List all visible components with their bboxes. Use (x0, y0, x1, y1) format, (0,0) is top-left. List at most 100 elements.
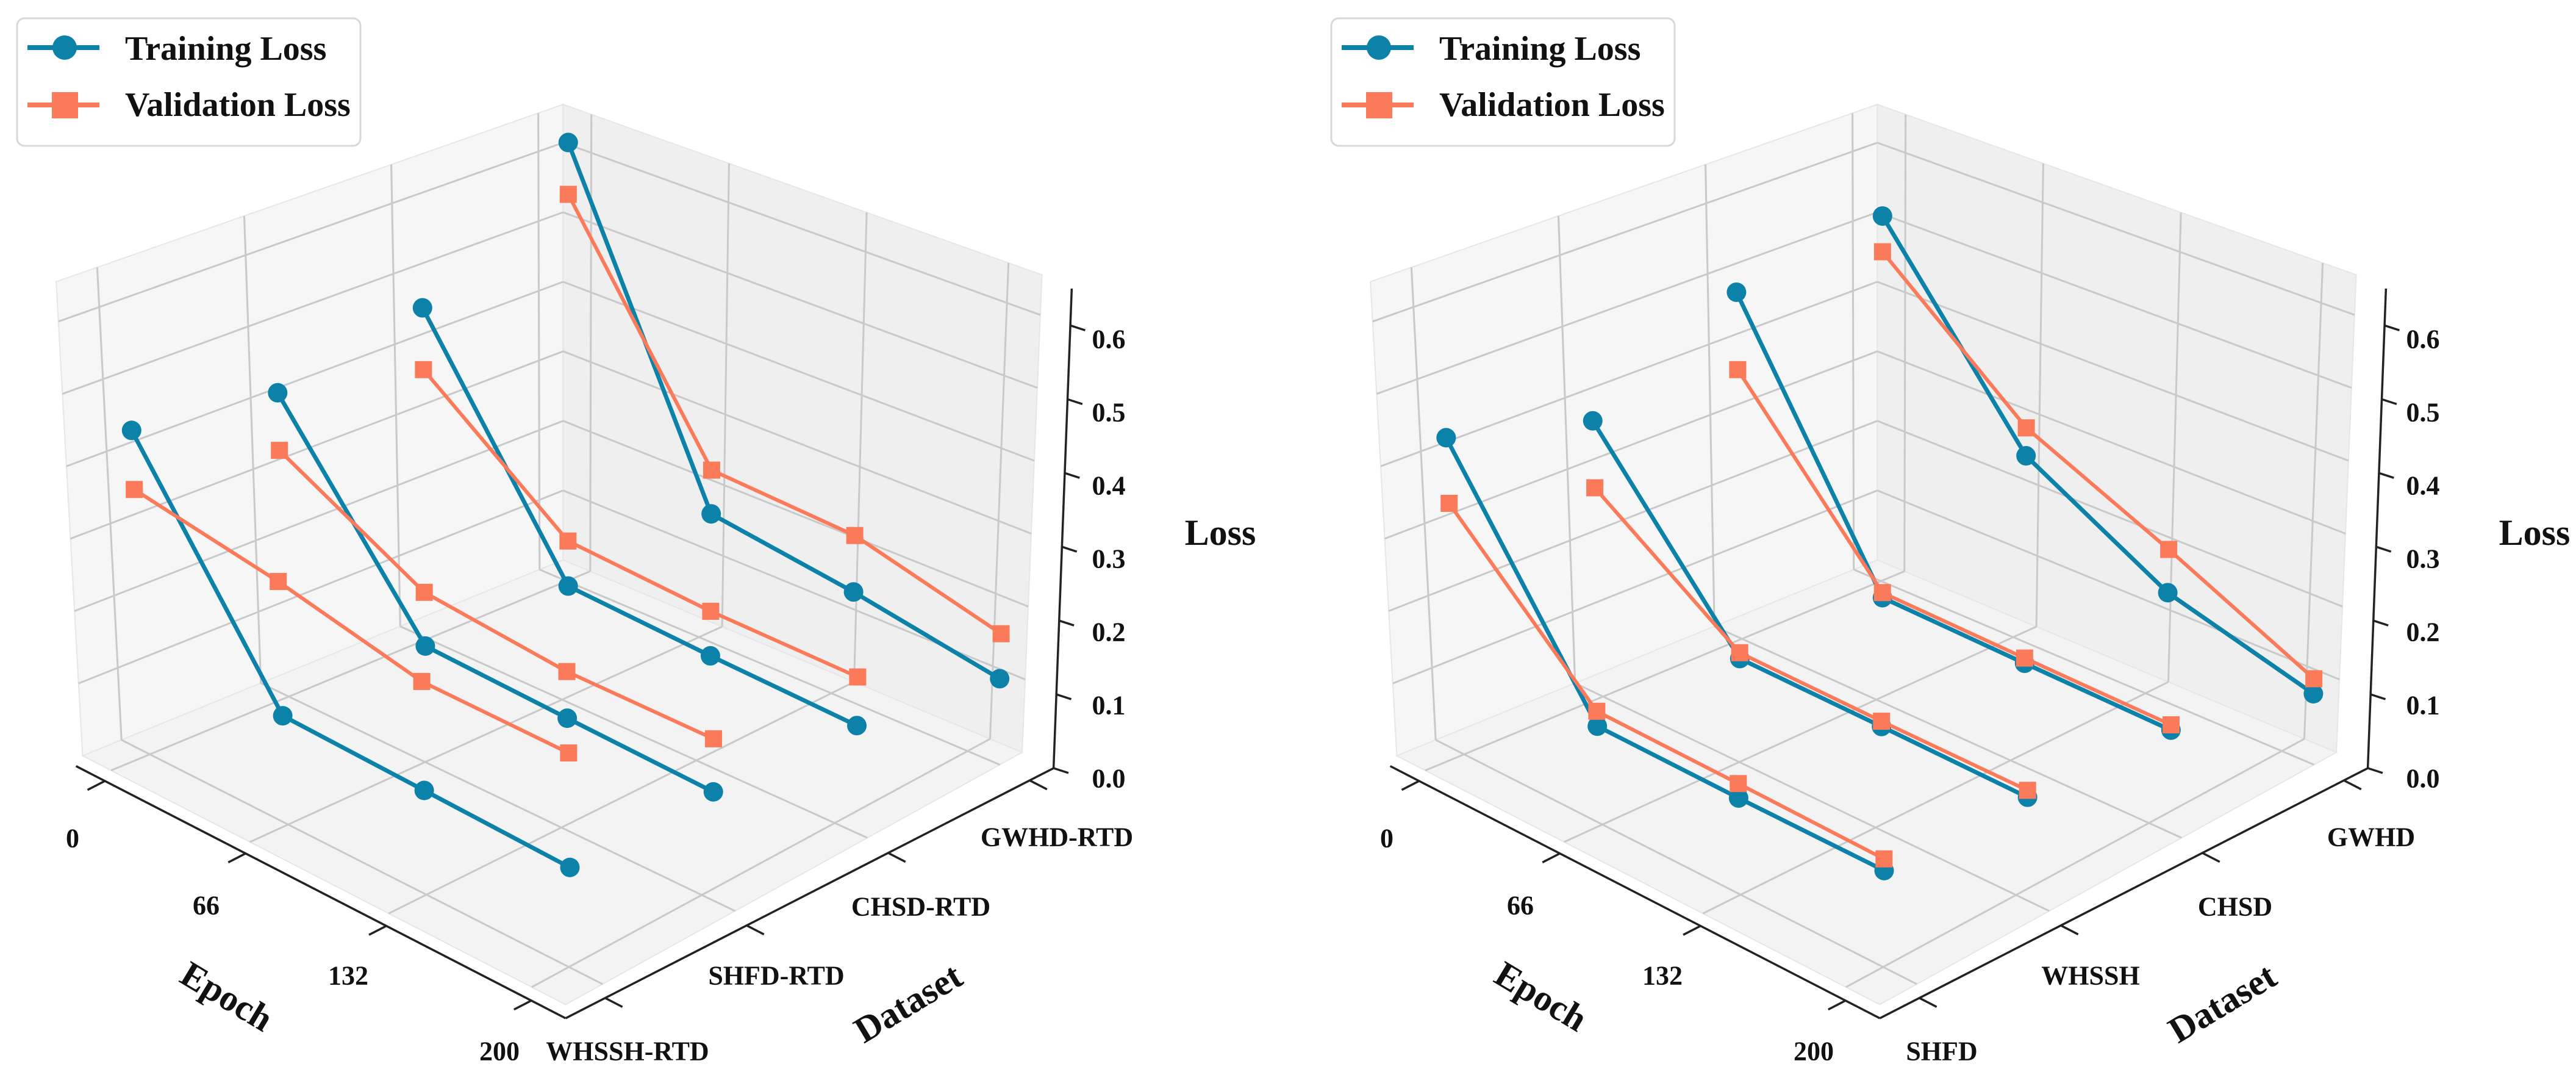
validation-loss-point (413, 672, 431, 690)
validation-loss-point (2016, 649, 2033, 667)
loss-tick-mark (1061, 545, 1078, 553)
training-loss-point (1583, 411, 1603, 431)
validation-loss-point (1586, 479, 1604, 497)
dataset-tick-label: SHFD (1906, 1037, 1977, 1067)
validation-loss-point (560, 744, 578, 762)
grid-line-epoch-floor (388, 681, 855, 915)
grid-line-z-right (1877, 211, 2352, 389)
training-loss-point (560, 857, 580, 877)
legend-box (16, 17, 362, 147)
validation-loss-line-shfd (1447, 502, 1885, 861)
validation-loss-point (1873, 584, 1891, 602)
validation-loss-point (2163, 716, 2180, 733)
grid-line-z-left (1376, 211, 1878, 395)
grid-line-z-left (1372, 142, 1878, 323)
grid-line-dataset-floor (1435, 739, 1917, 985)
grid-line-z-left (62, 211, 564, 395)
training-loss-point (273, 706, 293, 726)
training-loss-point (990, 669, 1010, 689)
epoch-tick-label: 132 (1642, 961, 1683, 991)
training-loss-line-gwhd (1880, 215, 2315, 696)
epoch-tick-label: 200 (1794, 1037, 1834, 1067)
loss-tick-mark (1070, 324, 1086, 331)
loss-tick-label: 0.3 (1092, 544, 1126, 574)
grid-line-z-left (74, 420, 564, 612)
grid-line-dataset-floor (399, 625, 868, 839)
loss-tick-label: 0.2 (2406, 617, 2440, 647)
epoch-tick-mark (227, 852, 246, 864)
training-loss-point (558, 576, 578, 596)
validation-loss-line-chsd-rtd (422, 368, 859, 679)
training-loss-point (700, 646, 720, 666)
dataset-axis-line (565, 767, 1054, 1020)
training-loss-line-shfd (1444, 436, 1886, 872)
legend-label-training: Training Loss (1439, 30, 1640, 68)
loss-tick-mark (1056, 693, 1072, 700)
training-loss-point (557, 708, 578, 728)
grid-line-z-right (562, 211, 1038, 389)
loss-axis-line (2366, 288, 2388, 769)
grid-line-epoch-floor (531, 738, 991, 988)
grid-line-z-left (1380, 281, 1878, 467)
training-loss-point (415, 636, 435, 656)
validation-loss-point (1873, 713, 1891, 730)
validation-loss-point (703, 461, 720, 479)
validation-loss-line-whssh-rtd (133, 487, 570, 755)
loss-axis-title: Loss (2499, 513, 2571, 553)
validation-loss-point (415, 361, 432, 378)
loss-tick-label: 0.5 (2406, 398, 2440, 428)
legend-label-validation: Validation Loss (125, 86, 351, 124)
dataset-tick-label: SHFD-RTD (708, 961, 844, 991)
grid-line-z-left (1392, 489, 1878, 685)
grid-line-epoch-wall (853, 212, 868, 682)
grid-line-z-right (562, 142, 1041, 316)
loss-tick-label: 0.3 (2406, 544, 2440, 574)
dataset-tick-mark (746, 924, 765, 936)
validation-loss-point (849, 668, 867, 686)
epoch-tick-mark (513, 999, 532, 1011)
training-loss-line-chsd-rtd (420, 306, 858, 728)
epoch-tick-label: 0 (1380, 824, 1394, 854)
grid-line-z-left (1388, 420, 1878, 612)
grid-line-z-left (1384, 350, 1878, 540)
validation-loss-point (704, 730, 722, 747)
grid-line-epoch-floor (1845, 738, 2305, 988)
loss-tick-label: 0.0 (1092, 764, 1126, 794)
validation-loss-point (559, 532, 577, 550)
grid-line-epoch-wall (721, 163, 730, 627)
epoch-tick-label: 200 (479, 1037, 520, 1067)
dataset-tick-mark (604, 997, 623, 1008)
epoch-tick-label: 0 (66, 824, 79, 854)
dataset-tick-label: GWHD-RTD (981, 822, 1133, 852)
grid-line-epoch-wall (589, 114, 593, 572)
epoch-axis-line (75, 765, 567, 1020)
legend: Training Loss Validation Loss (16, 17, 362, 147)
loss-tick-label: 0.1 (1092, 691, 1126, 721)
validation-loss-point (559, 185, 577, 203)
loss-tick-mark (2384, 324, 2400, 331)
training-loss-point (1728, 788, 1748, 808)
training-loss-point (2016, 446, 2036, 466)
training-loss-point (846, 716, 867, 736)
grid-line-epoch-floor (1702, 681, 2169, 915)
loss-tick-mark (1064, 472, 1080, 479)
grid-line-z-right (562, 420, 1029, 608)
epoch-tick-mark (1683, 925, 1701, 936)
loss-tick-mark (2367, 767, 2383, 774)
loss-tick-mark (1053, 767, 1069, 774)
grid-line-z-right (1877, 281, 2349, 462)
epoch-tick-mark (1827, 999, 1847, 1011)
dataset-axis-line (1879, 767, 2369, 1020)
dataset-tick-label: WHSSH (2041, 961, 2139, 991)
grid-line-z-right (562, 350, 1032, 535)
loss-tick-mark (1067, 398, 1083, 405)
grid-line-epoch-wall (989, 262, 1010, 739)
training-loss-line-chsd (1734, 291, 2172, 732)
dataset-tick-mark (1919, 997, 1937, 1008)
grid-line-epoch-wall (2167, 212, 2182, 682)
dataset-axis-title: Dataset (847, 955, 969, 1051)
dataset-tick-mark (887, 852, 906, 863)
grid-line-z-right (1877, 420, 2343, 608)
loss-tick-label: 0.1 (2406, 691, 2440, 721)
